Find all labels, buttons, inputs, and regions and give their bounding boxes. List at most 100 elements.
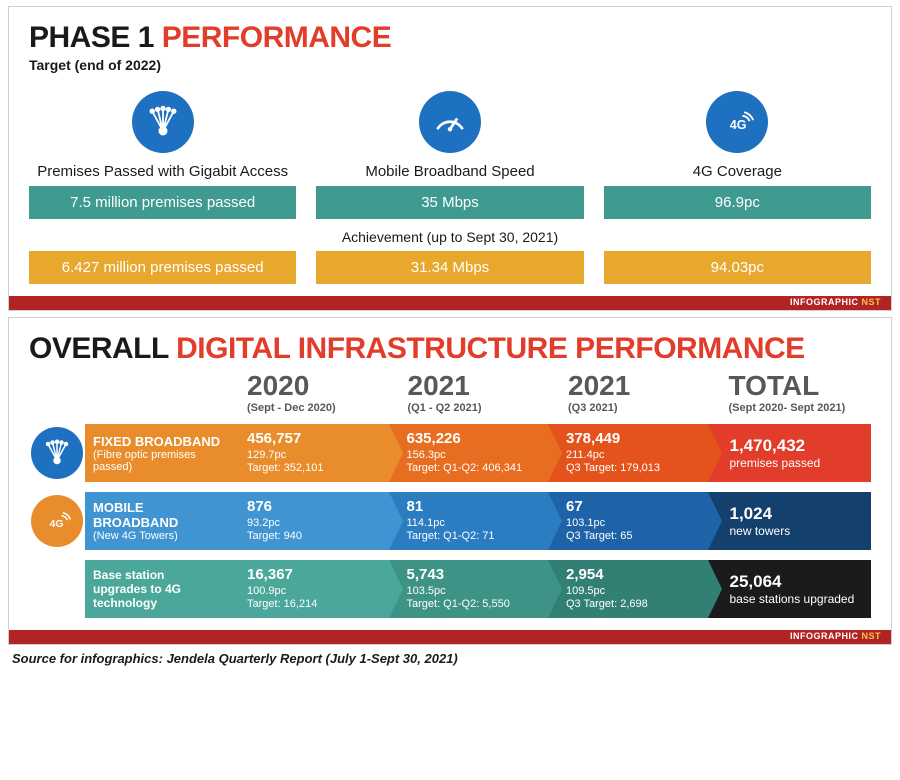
fibre-icon (31, 427, 83, 479)
panel2-row0-seg0-l2: 129.7pc (247, 449, 379, 463)
panel2-year0-s: (Sept - Dec 2020) (247, 402, 390, 414)
panel2-row2-iconcell (29, 560, 85, 618)
panel2-row1-seg2-l2: 103.1pc (566, 517, 698, 531)
panel2-row2-total-sub: base stations upgraded (730, 592, 862, 606)
panel2-row1-seg0: 87693.2pcTarget: 940 (229, 492, 389, 550)
panel2-row1-seg1-big: 81 (407, 498, 539, 517)
4g-icon: 4G (706, 91, 768, 153)
panel2-row1-seg1: 81114.1pcTarget: Q1-Q2: 71 (389, 492, 549, 550)
panel2-row0-seg2: 378,449211.4pcQ3 Target: 179,013 (548, 424, 708, 482)
panel-phase1: PHASE 1 PERFORMANCE Target (end of 2022)… (8, 6, 892, 311)
panel2-row1-total: 1,024new towers (708, 492, 872, 550)
panel2-row-2: Base station upgrades to 4G technology16… (29, 560, 871, 618)
panel2-row1-seg2: 67103.1pcQ3 Target: 65 (548, 492, 708, 550)
panel2-year0-y: 2020 (247, 370, 390, 402)
panel2-row1-label-sub: (New 4G Towers) (93, 530, 221, 542)
panel1-footer-accent: NST (862, 297, 882, 307)
panel2-row0-seg2-l2: 211.4pc (566, 449, 698, 463)
panel2-row2-seg1-l2: 103.5pc (407, 585, 539, 599)
panel2-row-1: 4GMOBILE BROADBAND(New 4G Towers)87693.2… (29, 492, 871, 550)
panel2-row2-seg0-big: 16,367 (247, 566, 379, 585)
panel2-row0-seg1-l3: Target: Q1-Q2: 406,341 (407, 462, 539, 476)
panel2-row2-label: Base station upgrades to 4G technology (85, 560, 229, 618)
panel2-row1-label-bold: MOBILE BROADBAND (93, 500, 221, 530)
panel2-row0-label-sub: (Fibre optic premises passed) (93, 449, 221, 473)
panel2-title-p1: OVERALL (29, 332, 176, 365)
panel2-footer: INFOGRAPHIC NST (9, 630, 891, 644)
panel2-year2-y: 2021 (568, 370, 711, 402)
panel1-col-1: Mobile Broadband Speed (316, 91, 583, 186)
panel1-icon-row: Premises Passed with Gigabit Access Mobi… (29, 91, 871, 186)
panel2-year-0: 2020 (Sept - Dec 2020) (229, 370, 390, 414)
panel2-row2-label-sub: Base station upgrades to 4G technology (93, 568, 221, 610)
panel2-row0-iconcell (29, 424, 85, 482)
panel1-col0-achieved: 6.427 million premises passed (29, 251, 296, 284)
panel2-row2-seg1-big: 5,743 (407, 566, 539, 585)
panel2-row0-total-big: 1,470,432 (730, 436, 862, 456)
panel2-row0-total: 1,470,432premises passed (708, 424, 872, 482)
panel2-row0-seg2-l3: Q3 Target: 179,013 (566, 462, 698, 476)
source-line: Source for infographics: Jendela Quarter… (12, 651, 900, 666)
panel1-footer-plain: INFOGRAPHIC (790, 297, 862, 307)
panel2-row0-seg1-big: 635,226 (407, 430, 539, 449)
panel1-col2-target: 96.9pc (604, 186, 871, 219)
panel2-row1-seg2-big: 67 (566, 498, 698, 517)
panel1-col-0: Premises Passed with Gigabit Access (29, 91, 296, 186)
panel1-footer: INFOGRAPHIC NST (9, 296, 891, 310)
panel2-row0-seg0-big: 456,757 (247, 430, 379, 449)
panel2-row0-label: FIXED BROADBAND(Fibre optic premises pas… (85, 424, 229, 482)
speed-icon (419, 91, 481, 153)
panel2-year-2: 2021 (Q3 2021) (550, 370, 711, 414)
panel1-subtitle: Target (end of 2022) (29, 57, 871, 73)
panel1-achieved-row: 6.427 million premises passed 31.34 Mbps… (29, 251, 871, 284)
panel1-target-row: 7.5 million premises passed 35 Mbps 96.9… (29, 186, 871, 219)
panel2-row2-seg2-big: 2,954 (566, 566, 698, 585)
panel2-row2-seg2-l3: Q3 Target: 2,698 (566, 598, 698, 612)
panel2-row2-total: 25,064base stations upgraded (708, 560, 872, 618)
panel2-row0-label-bold: FIXED BROADBAND (93, 434, 221, 449)
panel2-row1-seg2-l3: Q3 Target: 65 (566, 530, 698, 544)
panel2-row0-total-sub: premises passed (730, 456, 862, 470)
panel2-year3-y: TOTAL (729, 370, 872, 402)
panel2-row2-seg1-l3: Target: Q1-Q2: 5,550 (407, 598, 539, 612)
fibre-icon (132, 91, 194, 153)
panel1-title-p1: PHASE 1 (29, 21, 162, 54)
panel2-year-1: 2021 (Q1 - Q2 2021) (390, 370, 551, 414)
panel-overall: OVERALL DIGITAL INFRASTRUCTURE PERFORMAN… (8, 317, 892, 645)
panel2-rows: FIXED BROADBAND(Fibre optic premises pas… (29, 424, 871, 618)
svg-text:4G: 4G (730, 118, 747, 132)
panel2-row-0: FIXED BROADBAND(Fibre optic premises pas… (29, 424, 871, 482)
panel2-row1-seg0-l3: Target: 940 (247, 530, 379, 544)
panel1-col1-label: Mobile Broadband Speed (316, 163, 583, 180)
panel2-row0-seg2-big: 378,449 (566, 430, 698, 449)
panel2-year-3: TOTAL (Sept 2020- Sept 2021) (711, 370, 872, 414)
panel2-row2-seg0: 16,367100.9pcTarget: 16,214 (229, 560, 389, 618)
panel2-row1-total-sub: new towers (730, 524, 862, 538)
panel2-year3-s: (Sept 2020- Sept 2021) (729, 402, 872, 414)
panel2-row2-seg2-l2: 109.5pc (566, 585, 698, 599)
panel2-year1-y: 2021 (408, 370, 551, 402)
panel1-title: PHASE 1 PERFORMANCE (29, 21, 871, 55)
panel2-title: OVERALL DIGITAL INFRASTRUCTURE PERFORMAN… (29, 332, 871, 366)
panel1-col2-label: 4G Coverage (604, 163, 871, 180)
panel2-title-p2: DIGITAL INFRASTRUCTURE PERFORMANCE (176, 332, 805, 365)
panel1-col2-achieved: 94.03pc (604, 251, 871, 284)
panel1-col1-achieved: 31.34 Mbps (316, 251, 583, 284)
panel2-year2-s: (Q3 2021) (568, 402, 711, 414)
panel2-row0-seg0: 456,757129.7pcTarget: 352,101 (229, 424, 389, 482)
panel2-row1-seg1-l2: 114.1pc (407, 517, 539, 531)
panel2-row1-seg0-l2: 93.2pc (247, 517, 379, 531)
panel2-row1-label: MOBILE BROADBAND(New 4G Towers) (85, 492, 229, 550)
panel2-row1-seg1-l3: Target: Q1-Q2: 71 (407, 530, 539, 544)
panel1-col1-target: 35 Mbps (316, 186, 583, 219)
panel2-row0-seg1: 635,226156.3pcTarget: Q1-Q2: 406,341 (389, 424, 549, 482)
panel2-year-header: 2020 (Sept - Dec 2020) 2021 (Q1 - Q2 202… (229, 370, 871, 414)
panel2-footer-plain: INFOGRAPHIC (790, 631, 862, 641)
panel2-row0-seg0-l3: Target: 352,101 (247, 462, 379, 476)
panel2-row2-seg1: 5,743103.5pcTarget: Q1-Q2: 5,550 (389, 560, 549, 618)
svg-text:4G: 4G (50, 518, 64, 530)
panel2-row2-seg2: 2,954109.5pcQ3 Target: 2,698 (548, 560, 708, 618)
panel2-row2-seg0-l2: 100.9pc (247, 585, 379, 599)
panel2-row1-seg0-big: 876 (247, 498, 379, 517)
panel2-row1-iconcell: 4G (29, 492, 85, 550)
